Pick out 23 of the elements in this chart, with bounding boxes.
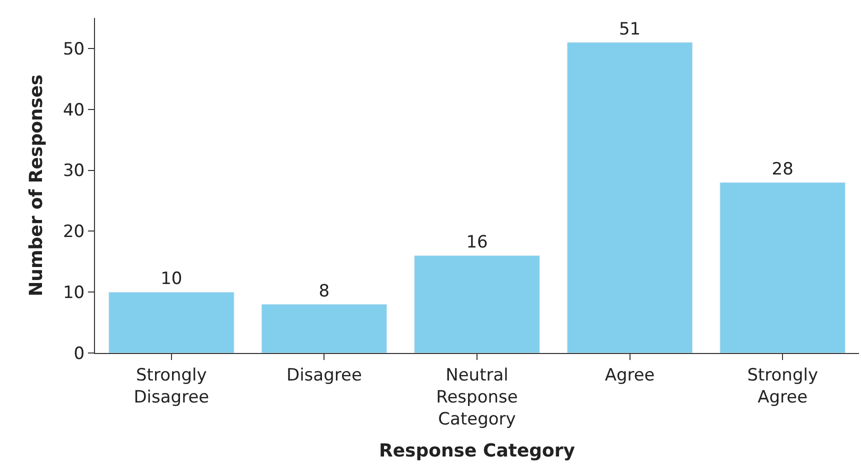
x-tick-label: Disagree [286, 365, 362, 386]
x-tick-label: Neutral Response Category [436, 365, 518, 430]
data-label: 51 [618, 19, 641, 40]
y-tick-label: 20 [62, 222, 85, 242]
bar [566, 42, 693, 353]
y-tick-label: 30 [62, 161, 85, 182]
bar [261, 304, 388, 353]
data-label: 28 [772, 159, 794, 180]
y-tick-label: 40 [62, 100, 85, 120]
data-label: 16 [466, 232, 488, 253]
x-axis-title: Response Category [378, 440, 576, 462]
y-tick-label: 50 [62, 39, 85, 60]
x-tick-label: Strongly Agree [747, 365, 818, 408]
x-tick-label: Agree [604, 365, 655, 386]
data-label: 8 [318, 281, 330, 302]
y-tick-label: 0 [74, 344, 85, 364]
bar [720, 182, 846, 353]
x-tick-label: Strongly Disagree [134, 365, 210, 408]
y-axis-title: Number of Responses [26, 74, 48, 296]
y-tick-label: 10 [62, 283, 85, 304]
bar [108, 292, 234, 353]
bar [414, 255, 540, 353]
data-label: 10 [160, 269, 182, 290]
